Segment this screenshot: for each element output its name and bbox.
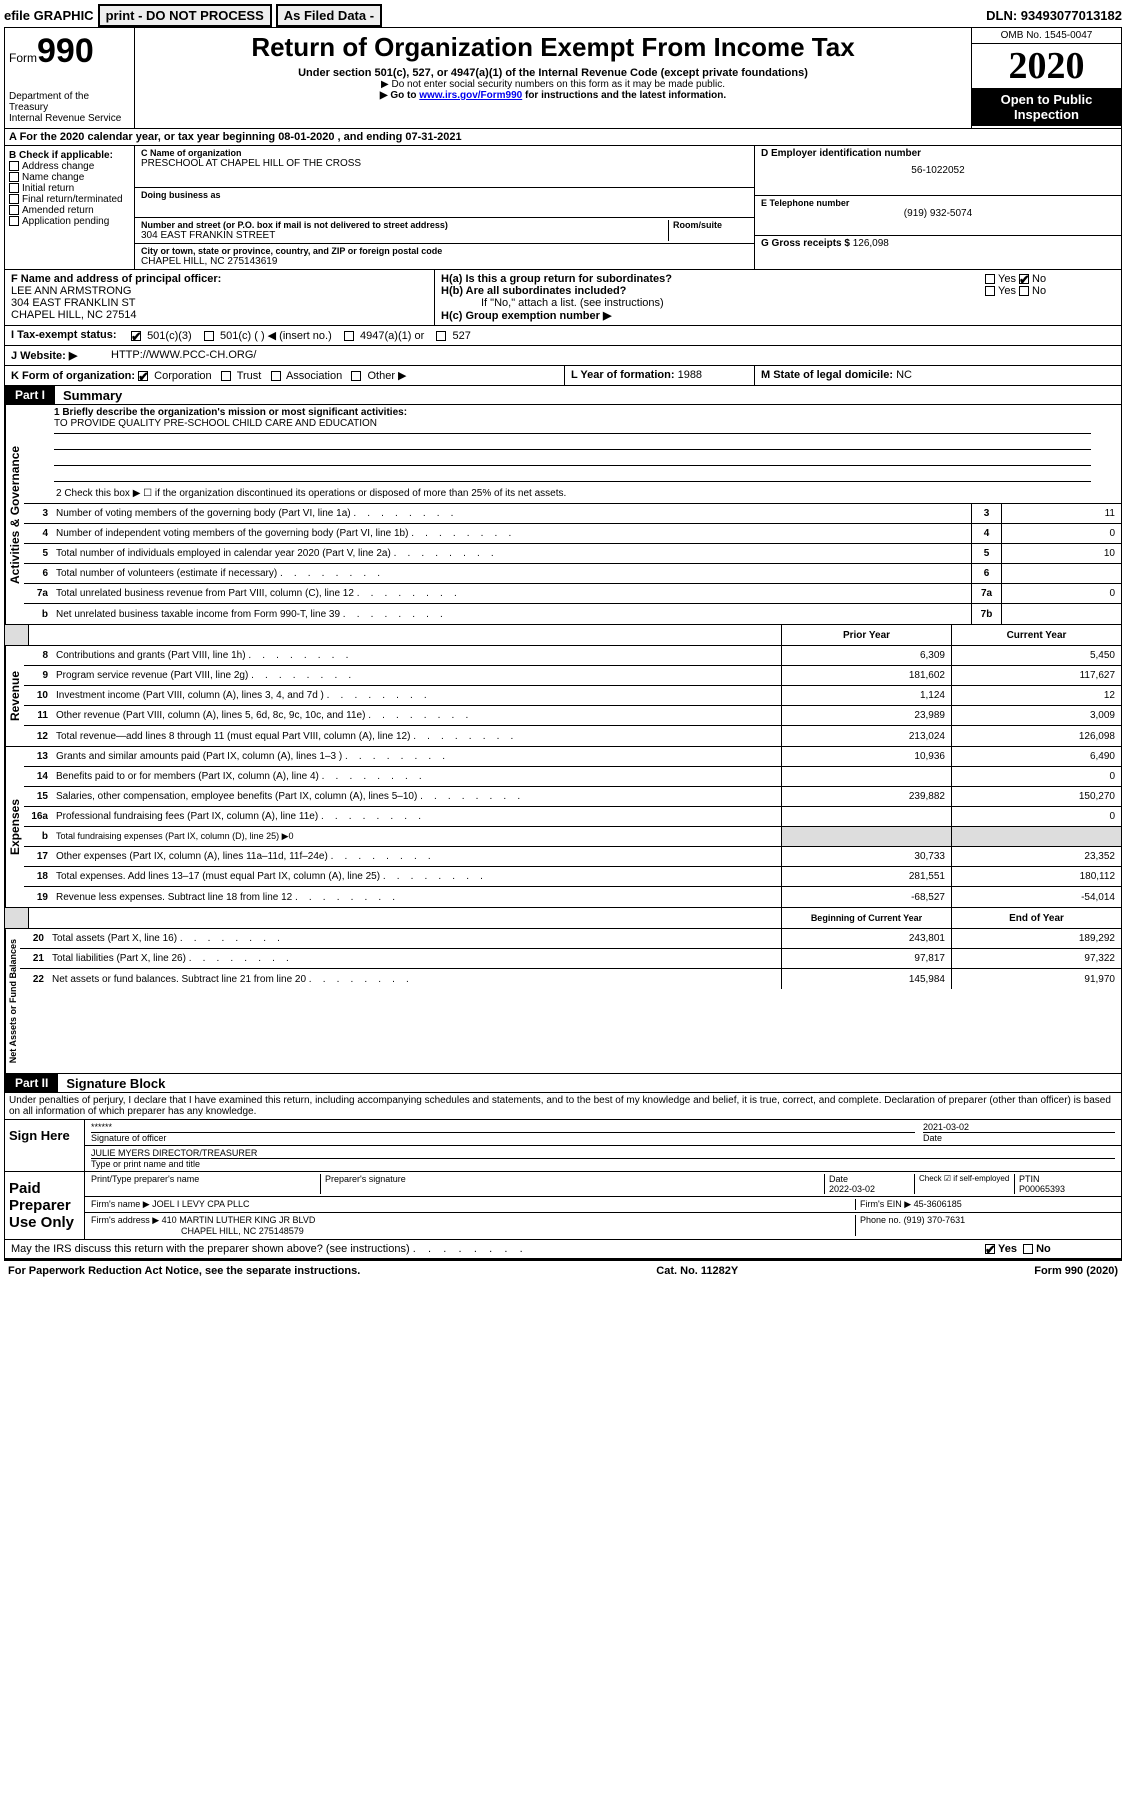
omb-number: OMB No. 1545-0047 xyxy=(972,28,1121,44)
firm-ein: 45-3606185 xyxy=(914,1199,962,1209)
prep-date: 2022-03-02 xyxy=(829,1184,914,1194)
tax-year: 2020 xyxy=(972,44,1121,88)
ptin: P00065393 xyxy=(1019,1184,1115,1194)
officer-addr1: 304 EAST FRANKLIN ST xyxy=(11,297,428,309)
row-i: I Tax-exempt status: 501(c)(3) 501(c) ( … xyxy=(4,326,1122,346)
perjury-text: Under penalties of perjury, I declare th… xyxy=(4,1093,1122,1120)
firm-name: JOEL I LEVY CPA PLLC xyxy=(152,1199,249,1209)
sign-date: 2021-03-02 xyxy=(923,1122,1115,1132)
officer-name-title: JULIE MYERS DIRECTOR/TREASURER xyxy=(91,1148,1115,1159)
telephone: (919) 932-5074 xyxy=(761,208,1115,219)
row-klm: K Form of organization: Corporation Trus… xyxy=(4,366,1122,386)
asfiled-button[interactable]: As Filed Data - xyxy=(276,4,382,27)
ein-value: 56-1022052 xyxy=(761,159,1115,176)
form-subtitle: Under section 501(c), 527, or 4947(a)(1)… xyxy=(143,67,963,79)
street-address: 304 EAST FRANKIN STREET xyxy=(141,230,668,241)
header-note-2: ▶ Go to www.irs.gov/Form990 for instruct… xyxy=(143,90,963,101)
header-note-1: ▶ Do not enter social security numbers o… xyxy=(143,79,963,90)
dept-label: Department of the Treasury Internal Reve… xyxy=(9,91,130,124)
part2-header: Part II Signature Block xyxy=(4,1074,1122,1093)
year-formation: 1988 xyxy=(678,369,702,381)
part1-header: Part I Summary xyxy=(4,386,1122,405)
row-fh: F Name and address of principal officer:… xyxy=(4,270,1122,326)
form-title: Return of Organization Exempt From Incom… xyxy=(143,32,963,63)
gross-receipts: 126,098 xyxy=(853,238,889,249)
section-activities: Activities & Governance 1 Briefly descri… xyxy=(4,405,1122,625)
state-domicile: NC xyxy=(896,369,912,381)
mission-text: TO PROVIDE QUALITY PRE-SCHOOL CHILD CARE… xyxy=(54,418,1091,434)
block-bcd: B Check if applicable: Address change Na… xyxy=(4,146,1122,270)
sign-here-block: Sign Here ******Signature of officer 202… xyxy=(4,1120,1122,1172)
section-netassets-hdr: Beginning of Current Year End of Year xyxy=(4,908,1122,929)
firm-addr: 410 MARTIN LUTHER KING JR BLVD xyxy=(162,1215,316,1225)
city-state-zip: CHAPEL HILL, NC 275143619 xyxy=(141,256,748,267)
firm-phone: (919) 370-7631 xyxy=(904,1215,966,1225)
row-a-taxyear: A For the 2020 calendar year, or tax yea… xyxy=(4,129,1122,146)
open-inspection: Open to Public Inspection xyxy=(972,88,1121,126)
org-name: PRESCHOOL AT CHAPEL HILL OF THE CROSS xyxy=(141,158,748,169)
section-expenses: Expenses 13Grants and similar amounts pa… xyxy=(4,747,1122,908)
section-revenue: Revenue 8Contributions and grants (Part … xyxy=(4,646,1122,747)
website-value: HTTP://WWW.PCC-CH.ORG/ xyxy=(105,346,1121,365)
col-b-checkboxes: B Check if applicable: Address change Na… xyxy=(5,146,135,269)
discuss-row: May the IRS discuss this return with the… xyxy=(4,1240,1122,1259)
section-netassets: Net Assets or Fund Balances 20Total asse… xyxy=(4,929,1122,1074)
top-bar: efile GRAPHIC print - DO NOT PROCESS As … xyxy=(4,4,1122,27)
page-footer: For Paperwork Reduction Act Notice, see … xyxy=(4,1259,1122,1281)
row-j: J Website: ▶ HTTP://WWW.PCC-CH.ORG/ xyxy=(4,346,1122,366)
officer-addr2: CHAPEL HILL, NC 27514 xyxy=(11,309,428,321)
efile-label: efile GRAPHIC xyxy=(4,8,94,23)
paid-preparer-block: Paid Preparer Use Only Print/Type prepar… xyxy=(4,1172,1122,1240)
irs-link[interactable]: www.irs.gov/Form990 xyxy=(419,90,522,101)
dln-value: DLN: 93493077013182 xyxy=(986,8,1122,23)
officer-name: LEE ANN ARMSTRONG xyxy=(11,285,428,297)
form-number: Form990 xyxy=(9,32,130,71)
section-revenue-hdr: Prior Year Current Year xyxy=(4,625,1122,646)
print-button[interactable]: print - DO NOT PROCESS xyxy=(98,4,272,27)
form-header: Form990 Department of the Treasury Inter… xyxy=(4,27,1122,129)
